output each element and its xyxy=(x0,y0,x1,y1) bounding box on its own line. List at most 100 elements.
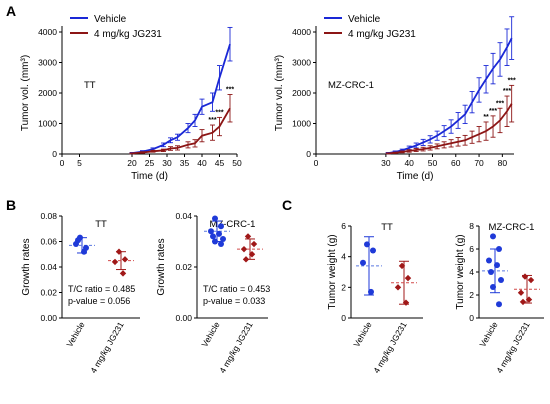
y-tick-label: 0.06 xyxy=(40,237,57,247)
y-tick-label: 0 xyxy=(306,149,311,159)
x-axis-label: Time (d) xyxy=(131,171,168,182)
data-point xyxy=(75,237,81,244)
legend-label-treated: 4 mg/kg JG231 xyxy=(94,29,162,40)
data-point xyxy=(488,269,494,275)
legend-label-vehicle: Vehicle xyxy=(94,14,127,25)
y-tick-label: 0.00 xyxy=(175,313,192,323)
y-tick-label: 1000 xyxy=(292,119,311,129)
stat-annotation: p-value = 0.056 xyxy=(68,296,130,306)
data-point xyxy=(208,228,214,235)
y-axis-label: Growth rates xyxy=(21,238,32,295)
data-point xyxy=(220,235,226,242)
series-line xyxy=(131,107,231,155)
mz-growth-rate-plot: 0.00 0.02 0.04 Growth rates MZ-CRC-1 Vehicle4… xyxy=(156,211,270,375)
category-label: 4 mg/kg JG231 xyxy=(88,320,126,375)
mz-growth-plot: 0 1000 2000 3000 4000 0 30 40 50 60 70 80 Time (d) Tu… xyxy=(274,14,516,182)
x-tick-label: 30 xyxy=(162,158,172,168)
x-tick-label: 40 xyxy=(197,158,207,168)
data-point xyxy=(519,298,527,306)
data-point xyxy=(402,299,410,306)
data-point xyxy=(521,273,529,280)
significance-marker: *** xyxy=(508,77,516,84)
data-point xyxy=(496,246,502,252)
legend-label-vehicle: Vehicle xyxy=(348,14,381,25)
x-tick-label: 5 xyxy=(77,158,82,168)
tt-growth-rate-plot: 0.00 0.02 0.04 0.06 0.08 Growth rates TT Vehicl… xyxy=(21,211,140,375)
x-tick-label: 20 xyxy=(127,158,137,168)
data-point xyxy=(490,283,496,290)
y-tick-label: 4 xyxy=(469,267,474,277)
data-point xyxy=(360,259,366,266)
y-tick-label: 4 xyxy=(341,252,346,262)
series-treated xyxy=(385,84,515,155)
group-treated xyxy=(108,248,134,277)
group-treated xyxy=(391,260,417,306)
y-tick-label: 0.04 xyxy=(175,211,192,221)
category-label: 4 mg/kg JG231 xyxy=(494,320,532,375)
x-tick-label: 30 xyxy=(381,158,391,168)
data-point xyxy=(212,238,218,245)
y-tick-label: 8 xyxy=(469,221,474,231)
panel-label-a: A xyxy=(6,3,16,19)
x-tick-label: 40 xyxy=(404,158,414,168)
y-axis-label: Growth rates xyxy=(156,238,167,295)
chart-title: MZ-CRC-1 xyxy=(489,222,535,233)
data-point xyxy=(115,248,123,255)
category-label: Vehicle xyxy=(199,320,222,349)
panel-label-c: C xyxy=(282,197,292,213)
series-vehicle xyxy=(129,26,233,155)
series-line xyxy=(131,43,231,154)
significance-marker: *** xyxy=(489,108,497,115)
data-point xyxy=(370,247,376,254)
group-treated xyxy=(514,273,540,306)
chart-title: TT xyxy=(95,219,107,230)
data-point xyxy=(368,288,374,295)
significance-marker: *** xyxy=(215,109,223,116)
x-tick-label: 60 xyxy=(451,158,461,168)
y-tick-label: 0 xyxy=(469,313,474,323)
legend: Vehicle 4 mg/kg JG231 xyxy=(70,14,162,40)
data-point xyxy=(240,245,248,253)
category-label: Vehicle xyxy=(351,320,374,349)
data-point xyxy=(517,289,525,296)
data-point xyxy=(525,296,533,303)
data-point xyxy=(242,256,250,263)
y-tick-label: 1000 xyxy=(38,119,57,129)
y-axis-label: Tumor weight (g) xyxy=(455,234,466,309)
x-tick-label: 0 xyxy=(314,158,319,168)
y-tick-label: 2 xyxy=(341,282,346,292)
data-point xyxy=(210,233,216,240)
group-treated xyxy=(237,233,263,263)
x-tick-label: 0 xyxy=(60,158,65,168)
series-treated xyxy=(129,94,233,155)
series-vehicle xyxy=(385,16,515,155)
x-tick-label: 35 xyxy=(180,158,190,168)
x-tick-label: 25 xyxy=(145,158,155,168)
data-point xyxy=(364,241,370,248)
data-point xyxy=(121,256,129,263)
group-vehicle xyxy=(482,233,508,308)
cell-line-label: TT xyxy=(84,80,96,91)
group-vehicle xyxy=(69,234,95,255)
panel-label-b: B xyxy=(6,197,16,213)
x-tick-label: 70 xyxy=(474,158,484,168)
data-point xyxy=(218,241,224,248)
y-tick-label: 0.04 xyxy=(40,262,57,272)
y-tick-label: 0.02 xyxy=(40,288,57,298)
category-label: Vehicle xyxy=(477,320,500,349)
x-tick-label: 50 xyxy=(428,158,438,168)
category-label: 4 mg/kg JG231 xyxy=(217,320,255,375)
data-point xyxy=(216,230,222,237)
data-point xyxy=(250,240,258,248)
y-tick-label: 0.08 xyxy=(40,211,57,221)
stat-annotation: T/C ratio = 0.453 xyxy=(203,284,270,294)
y-tick-label: 2000 xyxy=(292,88,311,98)
y-tick-label: 2 xyxy=(469,290,474,300)
data-point xyxy=(394,284,402,291)
chart-title: MZ-CRC-1 xyxy=(210,219,256,230)
significance-marker: *** xyxy=(226,87,234,94)
y-axis-label: Tumor weight (g) xyxy=(327,234,338,309)
